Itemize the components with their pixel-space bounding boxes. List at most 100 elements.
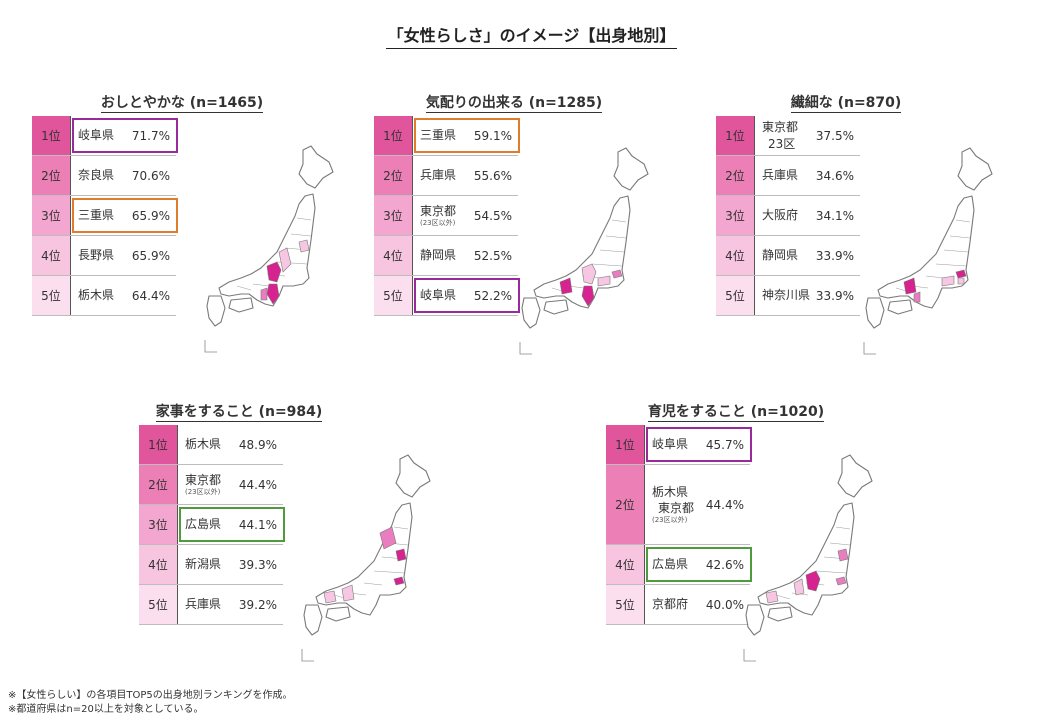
rank-label: 1位 <box>139 425 178 464</box>
prefecture-label: 三重県 <box>78 208 115 223</box>
rank-label: 3位 <box>716 196 755 235</box>
table-row: 5位 岐阜県 52.2% <box>374 276 520 316</box>
percent-value: 44.4% <box>705 497 744 512</box>
table-row: 1位 三重県 59.1% <box>374 116 520 156</box>
prefecture-label: 新潟県 <box>185 557 222 572</box>
panel-title: おしとやかな (n=1465) <box>100 95 264 113</box>
footnote-2: ※都道府県はn=20以上を対象としている。 <box>8 704 204 715</box>
panel-oshitoyaka: おしとやかな (n=1465) 1位 岐阜県 71.7% 2位 奈良県 70.6% 3位 三重県… <box>32 92 334 353</box>
map-region-gifu <box>581 263 597 285</box>
percent-value: 39.3% <box>238 557 277 572</box>
rank-label: 2位 <box>32 156 71 195</box>
rank-label: 1位 <box>374 116 413 155</box>
percent-value: 42.6% <box>705 557 744 572</box>
prefecture-label: 東京都 (23区以外) <box>420 203 457 227</box>
table-row: 1位 栃木県 48.9% <box>139 425 283 465</box>
table-row: 4位 長野県 65.9% <box>32 236 176 276</box>
table-row: 5位 京都府 40.0% <box>606 585 750 625</box>
highlight-box-purple <box>414 278 520 313</box>
percent-value: 55.6% <box>473 168 512 183</box>
percent-value: 45.7% <box>705 437 744 452</box>
percent-value: 52.2% <box>473 288 512 303</box>
highlight-box-purple <box>646 427 752 462</box>
percent-value: 54.5% <box>473 208 512 223</box>
footnote-1: ※【女性らしい】の各項目TOP5の出身地別ランキングを作成。 <box>8 690 293 701</box>
map-region-hyogo <box>903 277 917 295</box>
map-region-niigata <box>379 526 397 550</box>
map-region-shizuoka <box>941 275 955 287</box>
panel-title: 繊細な (n=870) <box>790 95 902 113</box>
percent-value: 40.0% <box>705 597 744 612</box>
japan-map-icon <box>519 147 649 355</box>
rank-label: 4位 <box>139 545 178 584</box>
prefecture-label: 奈良県 <box>78 168 115 183</box>
table-row: 5位 栃木県 64.4% <box>32 276 176 316</box>
highlight-box-orange <box>72 198 178 233</box>
map-region-tochigi <box>298 239 310 253</box>
rank-label: 5位 <box>716 276 755 315</box>
rank-label: 1位 <box>32 116 71 155</box>
percent-value: 64.4% <box>131 288 170 303</box>
panel-kaji: 家事をすること (n=984) 1位 栃木県 48.9% 2位 東京都 (23区以外) 44.… <box>139 401 459 663</box>
table-row: 1位 東京都 23区 37.5% <box>716 116 860 156</box>
table-row: 1位 岐阜県 71.7% <box>32 116 178 156</box>
prefecture-label: 静岡県 <box>762 248 799 263</box>
table-row: 3位 東京都 (23区以外) 54.5% <box>374 196 518 236</box>
map-region-tochigi <box>837 548 849 562</box>
table-row: 5位 兵庫県 39.2% <box>139 585 283 625</box>
panel-sensai: 繊細な (n=870) 1位 東京都 23区 37.5% 2位 兵庫県 34.6% 3位 大阪府 3… <box>716 92 1036 355</box>
table-row: 3位 三重県 65.9% <box>32 196 178 236</box>
map-region-mie <box>581 285 595 307</box>
map-region-kanagawa <box>957 277 965 285</box>
table-row: 5位 神奈川県 33.9% <box>716 276 860 316</box>
map-region-osaka <box>913 291 921 303</box>
table-row: 3位 広島県 44.1% <box>139 505 285 545</box>
table-row: 4位 静岡県 52.5% <box>374 236 518 276</box>
japan-map-icon <box>863 147 993 355</box>
table-row: 2位 兵庫県 34.6% <box>716 156 860 196</box>
map-region-tokyo <box>393 576 405 586</box>
rank-label: 2位 <box>139 465 178 504</box>
japan-map-icon <box>743 454 873 662</box>
japan-map-icon <box>301 454 431 662</box>
map-region-hyogo <box>341 584 355 602</box>
rank-label: 5位 <box>374 276 413 315</box>
prefecture-label: 長野県 <box>78 248 115 263</box>
percent-value: 39.2% <box>238 597 277 612</box>
percent-value: 48.9% <box>238 437 277 452</box>
panel-title: 家事をすること (n=984) <box>155 404 323 422</box>
map-region-kyoto <box>793 578 805 596</box>
prefecture-label: 栃木県 <box>185 437 222 452</box>
percent-value: 44.1% <box>238 517 277 532</box>
rank-label: 4位 <box>716 236 755 275</box>
rank-label: 3位 <box>374 196 413 235</box>
percent-value: 70.6% <box>131 168 170 183</box>
prefecture-label: 広島県 <box>185 517 222 532</box>
panel-kikubari: 気配りの出来る (n=1285) 1位 三重県 59.1% 2位 兵庫県 55.6% 3位 東京… <box>374 92 694 355</box>
highlight-box-green <box>179 507 285 542</box>
prefecture-label: 神奈川県 <box>762 288 811 303</box>
japan-map-icon <box>204 145 334 353</box>
map-region-mie <box>266 283 280 305</box>
table-row: 4位 広島県 42.6% <box>606 545 752 585</box>
map-region-nagano <box>278 247 292 273</box>
panel-ikuji: 育児をすること (n=1020) 1位 岐阜県 45.7% 2位 栃木県 東京都 (23区以外… <box>606 401 926 663</box>
prefecture-label: 大阪府 <box>762 208 799 223</box>
map-region-tochigi <box>395 548 407 562</box>
rank-label: 1位 <box>606 425 645 464</box>
map-region-hyogo <box>559 277 573 295</box>
percent-value: 65.9% <box>131 248 170 263</box>
rank-label: 4位 <box>374 236 413 275</box>
table-row: 3位 大阪府 34.1% <box>716 196 860 236</box>
percent-value: 71.7% <box>131 128 170 143</box>
prefecture-label: 岐阜県 <box>78 128 115 143</box>
rank-label: 5位 <box>606 585 645 624</box>
table-row: 2位 栃木県 東京都 (23区以外) 44.4% <box>606 465 750 545</box>
prefecture-label: 兵庫県 <box>762 168 799 183</box>
prefecture-label: 兵庫県 <box>420 168 457 183</box>
map-region-tokyo <box>955 269 967 279</box>
highlight-box-green <box>646 547 752 582</box>
map-region-gifu <box>266 261 282 283</box>
highlight-box-purple <box>72 118 178 153</box>
table-row: 4位 新潟県 39.3% <box>139 545 283 585</box>
